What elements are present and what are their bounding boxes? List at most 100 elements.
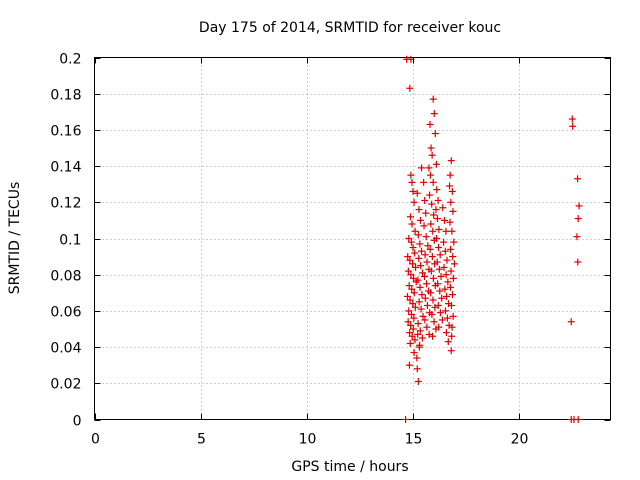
- data-point: [417, 262, 425, 270]
- data-point: [420, 273, 428, 281]
- y-axis-title: SRMTID / TECUs: [7, 182, 23, 295]
- x-tick-label: 15: [405, 432, 423, 448]
- data-point: [449, 253, 457, 261]
- data-point: [409, 274, 417, 282]
- data-point: [436, 287, 444, 295]
- data-point: [413, 365, 421, 373]
- data-point: [430, 318, 438, 326]
- data-point: [433, 235, 441, 242]
- data-point: [408, 311, 416, 319]
- data-point: [414, 231, 422, 239]
- y-tick-label: 0.2: [59, 52, 81, 68]
- y-tick-label: 0: [73, 414, 82, 430]
- data-point: [415, 298, 423, 306]
- data-point: [434, 196, 442, 204]
- y-tick-label: 0.04: [50, 341, 81, 357]
- data-point: [449, 312, 457, 320]
- data-point: [413, 354, 421, 362]
- data-point: [407, 271, 415, 279]
- data-point: [446, 283, 454, 291]
- data-point: [444, 338, 452, 346]
- x-tick-label: 10: [299, 432, 317, 448]
- chart-title: Day 175 of 2014, SRMTID for receiver kou…: [199, 20, 501, 36]
- data-point: [406, 296, 414, 304]
- axis-ticks: 0 0.02 0.04 0.06 0.08 0.1 0.12 0.14 0.16 0.18 0.2 0…: [50, 52, 611, 448]
- data-point: [426, 191, 434, 199]
- data-point: [425, 330, 433, 338]
- data-point: [407, 238, 415, 246]
- data-point: [441, 247, 449, 255]
- data-point: [403, 292, 411, 300]
- data-point: [406, 256, 414, 264]
- data-point: [569, 122, 577, 130]
- data-point: [409, 244, 417, 252]
- data-point: [434, 301, 442, 309]
- data-point: [410, 314, 418, 322]
- data-point: [441, 285, 449, 293]
- data-point: [440, 238, 448, 246]
- data-point: [431, 303, 439, 311]
- data-point: [411, 303, 419, 311]
- data-point: [447, 267, 455, 275]
- y-tick-label: 0.02: [50, 377, 81, 393]
- data-point: [433, 215, 441, 223]
- data-point: [427, 144, 435, 152]
- data-point: [407, 171, 415, 179]
- x-tick-label: 20: [511, 432, 529, 448]
- grid-lines: [94, 57, 611, 420]
- data-point: [430, 110, 438, 118]
- data-point: [574, 215, 582, 223]
- data-point: [435, 225, 443, 233]
- data-point: [438, 294, 446, 302]
- data-point: [420, 178, 428, 186]
- data-point: [448, 227, 456, 235]
- data-point: [414, 377, 422, 385]
- data-point: [404, 253, 412, 261]
- data-point: [428, 253, 436, 261]
- data-point: [411, 249, 419, 257]
- data-point: [450, 260, 458, 268]
- data-point: [438, 316, 446, 324]
- data-point: [429, 95, 437, 103]
- x-tick-label: 0: [91, 432, 100, 448]
- data-point: [443, 314, 451, 322]
- data-point: [447, 245, 455, 253]
- data-point: [410, 289, 418, 297]
- data-point: [443, 292, 451, 300]
- data-point: [421, 294, 429, 302]
- data-point: [422, 209, 430, 217]
- data-point: [429, 274, 437, 282]
- data-point: [433, 258, 441, 266]
- x-axis-title: GPS time / hours: [291, 459, 408, 475]
- data-point: [423, 301, 431, 309]
- data-point: [430, 211, 438, 219]
- data-point: [423, 258, 431, 266]
- data-point: [419, 269, 427, 277]
- y-tick-label: 0.16: [50, 124, 81, 140]
- data-point: [448, 187, 456, 195]
- data-point: [409, 187, 417, 195]
- data-point: [426, 171, 434, 179]
- data-point: [439, 204, 447, 212]
- y-tick-label: 0.18: [50, 88, 81, 104]
- data-point: [442, 271, 450, 279]
- data-point: [414, 320, 422, 328]
- data-point: [424, 242, 432, 250]
- data-point: [423, 280, 431, 288]
- data-point: [446, 182, 454, 190]
- data-point: [404, 267, 412, 275]
- data-point: [435, 265, 443, 273]
- x-tick-label: 5: [197, 432, 206, 448]
- data-point: [406, 84, 414, 92]
- data-point: [450, 238, 458, 246]
- data-point: [421, 316, 429, 324]
- data-point: [573, 233, 581, 241]
- plot-frame: [94, 57, 611, 420]
- data-point: [568, 115, 576, 123]
- data-points: [402, 55, 583, 423]
- data-point: [574, 175, 582, 183]
- data-point: [407, 55, 415, 63]
- data-point: [434, 280, 442, 288]
- data-point: [421, 251, 429, 259]
